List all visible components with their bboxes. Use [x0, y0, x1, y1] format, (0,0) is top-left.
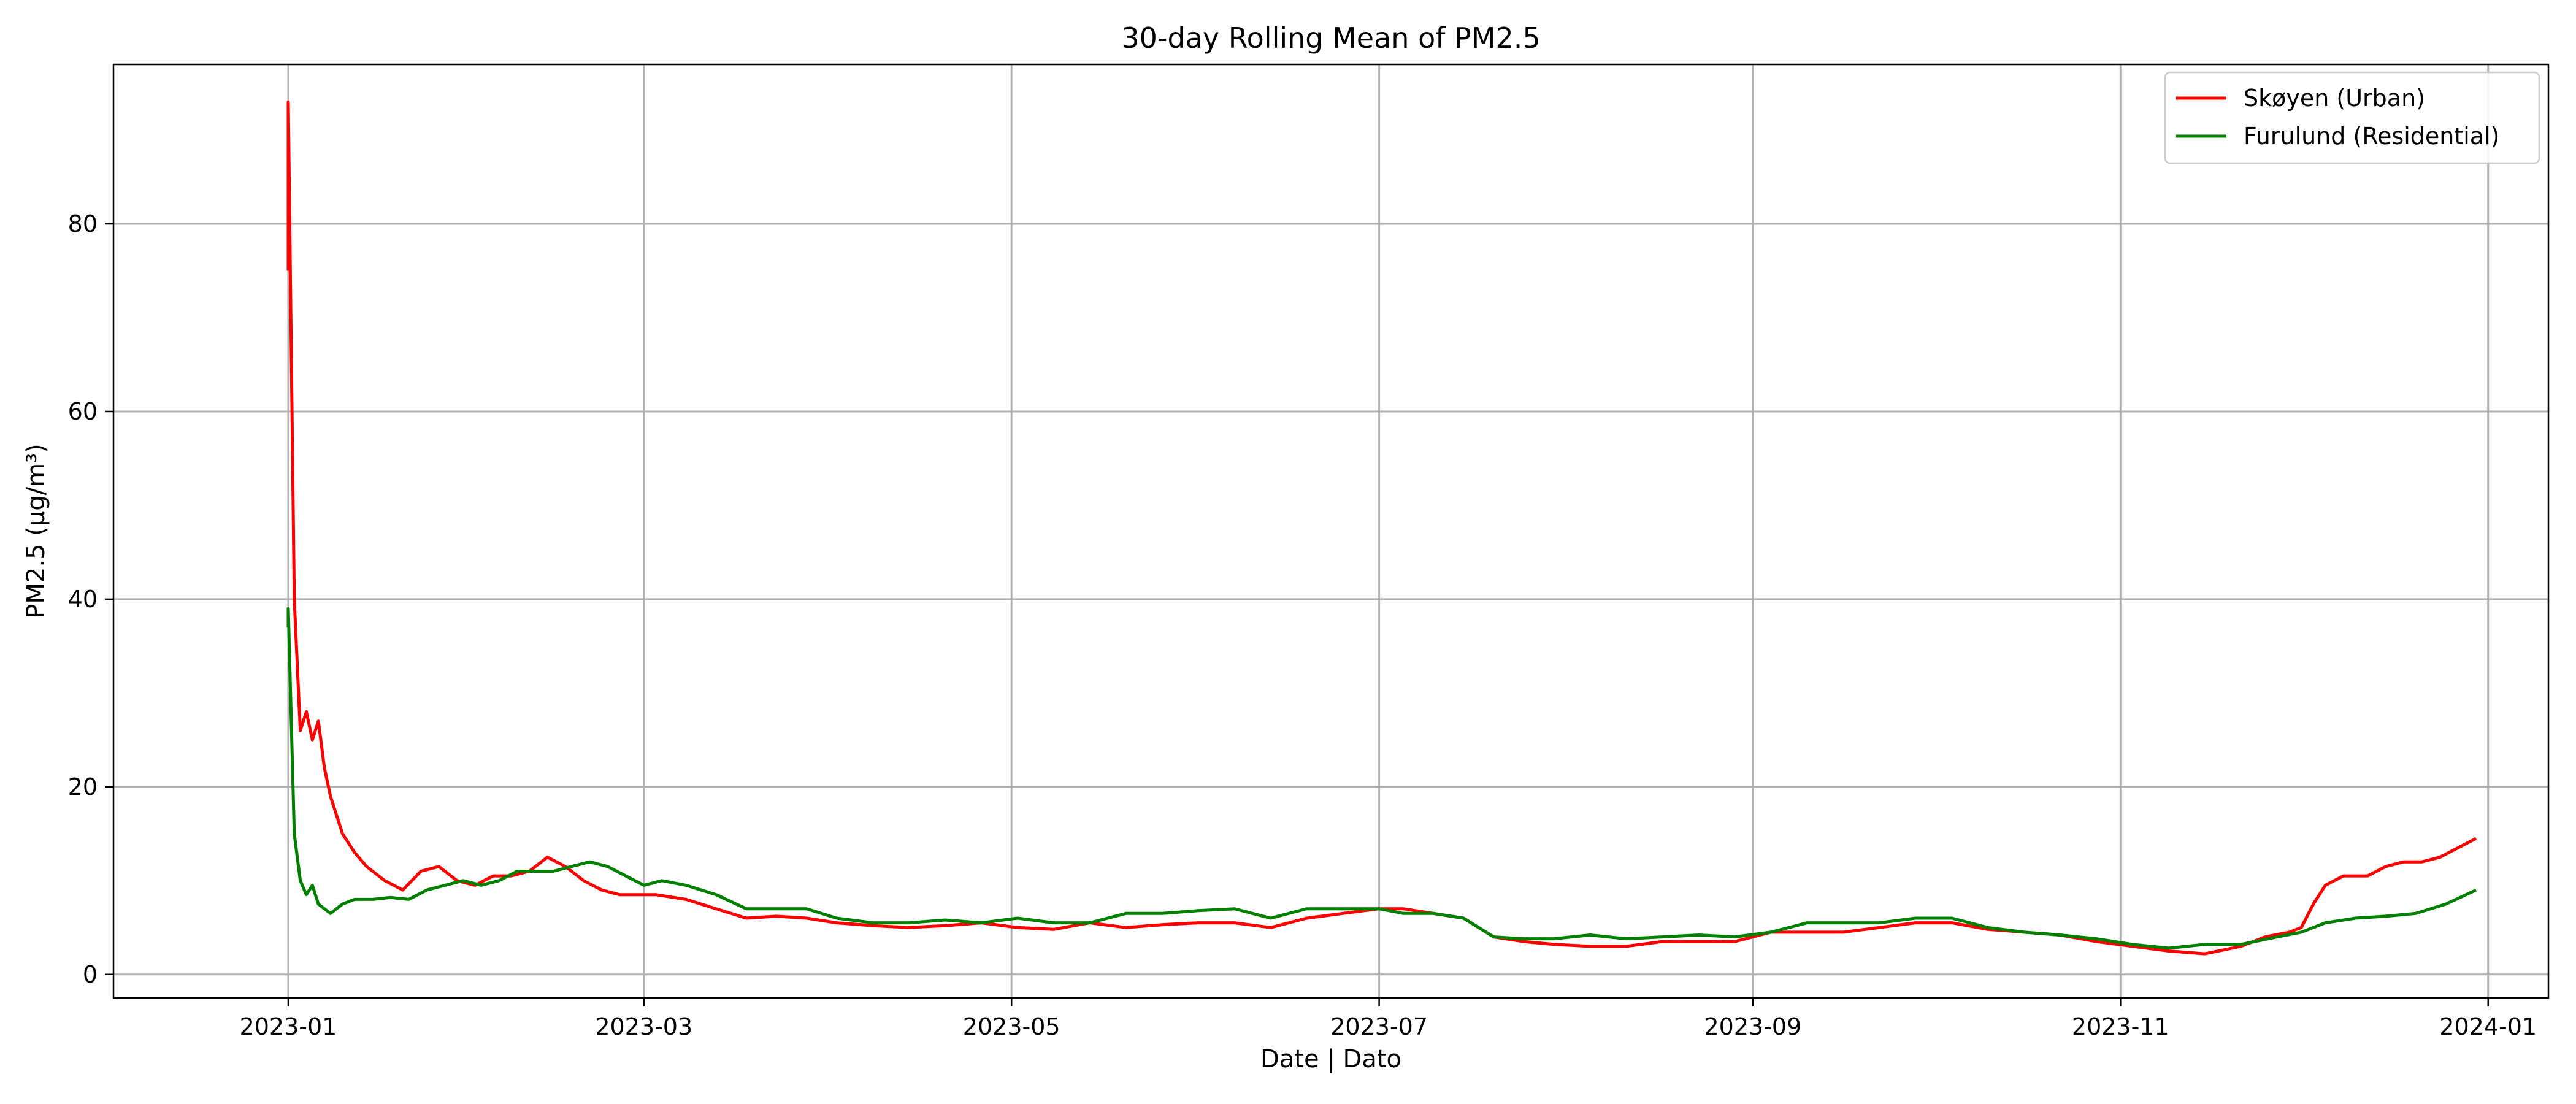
y-tick-label: 0	[83, 961, 98, 988]
y-tick-label: 80	[68, 210, 98, 237]
series-lines	[286, 100, 2477, 956]
x-axis: 2023-01 2023-03 2023-05 2023-07 2023-09 2023-…	[240, 998, 2537, 1040]
x-tick-label: 2023-01	[240, 1013, 337, 1040]
legend: Skøyen (Urban) Furulund (Residential)	[2164, 71, 2540, 164]
y-axis-label: PM2.5 (μg/m³)	[22, 443, 50, 619]
x-tick-label: 2023-09	[1704, 1013, 1801, 1040]
legend-box	[2164, 71, 2540, 164]
plot-frame	[112, 63, 2550, 999]
series-line-1	[286, 607, 2477, 950]
x-axis-label: Date | Dato	[1260, 1045, 1401, 1073]
x-tick-label: 2023-03	[595, 1013, 692, 1040]
chart-title: 30-day Rolling Mean of PM2.5	[1121, 21, 1540, 55]
x-tick-label: 2024-01	[2439, 1013, 2537, 1040]
x-tick-label: 2023-11	[2072, 1013, 2169, 1040]
x-tick-label: 2023-07	[1330, 1013, 1428, 1040]
y-tick-label: 60	[68, 398, 98, 425]
y-tick-label: 20	[68, 773, 98, 800]
y-tick-label: 40	[68, 586, 98, 613]
series-line-0	[286, 100, 2477, 956]
grid-lines	[113, 64, 2548, 998]
y-axis: 0 20 40 60 80	[68, 210, 113, 988]
legend-label-0: Skøyen (Urban)	[2244, 85, 2425, 112]
legend-label-1: Furulund (Residential)	[2244, 123, 2499, 150]
x-tick-label: 2023-05	[963, 1013, 1060, 1040]
